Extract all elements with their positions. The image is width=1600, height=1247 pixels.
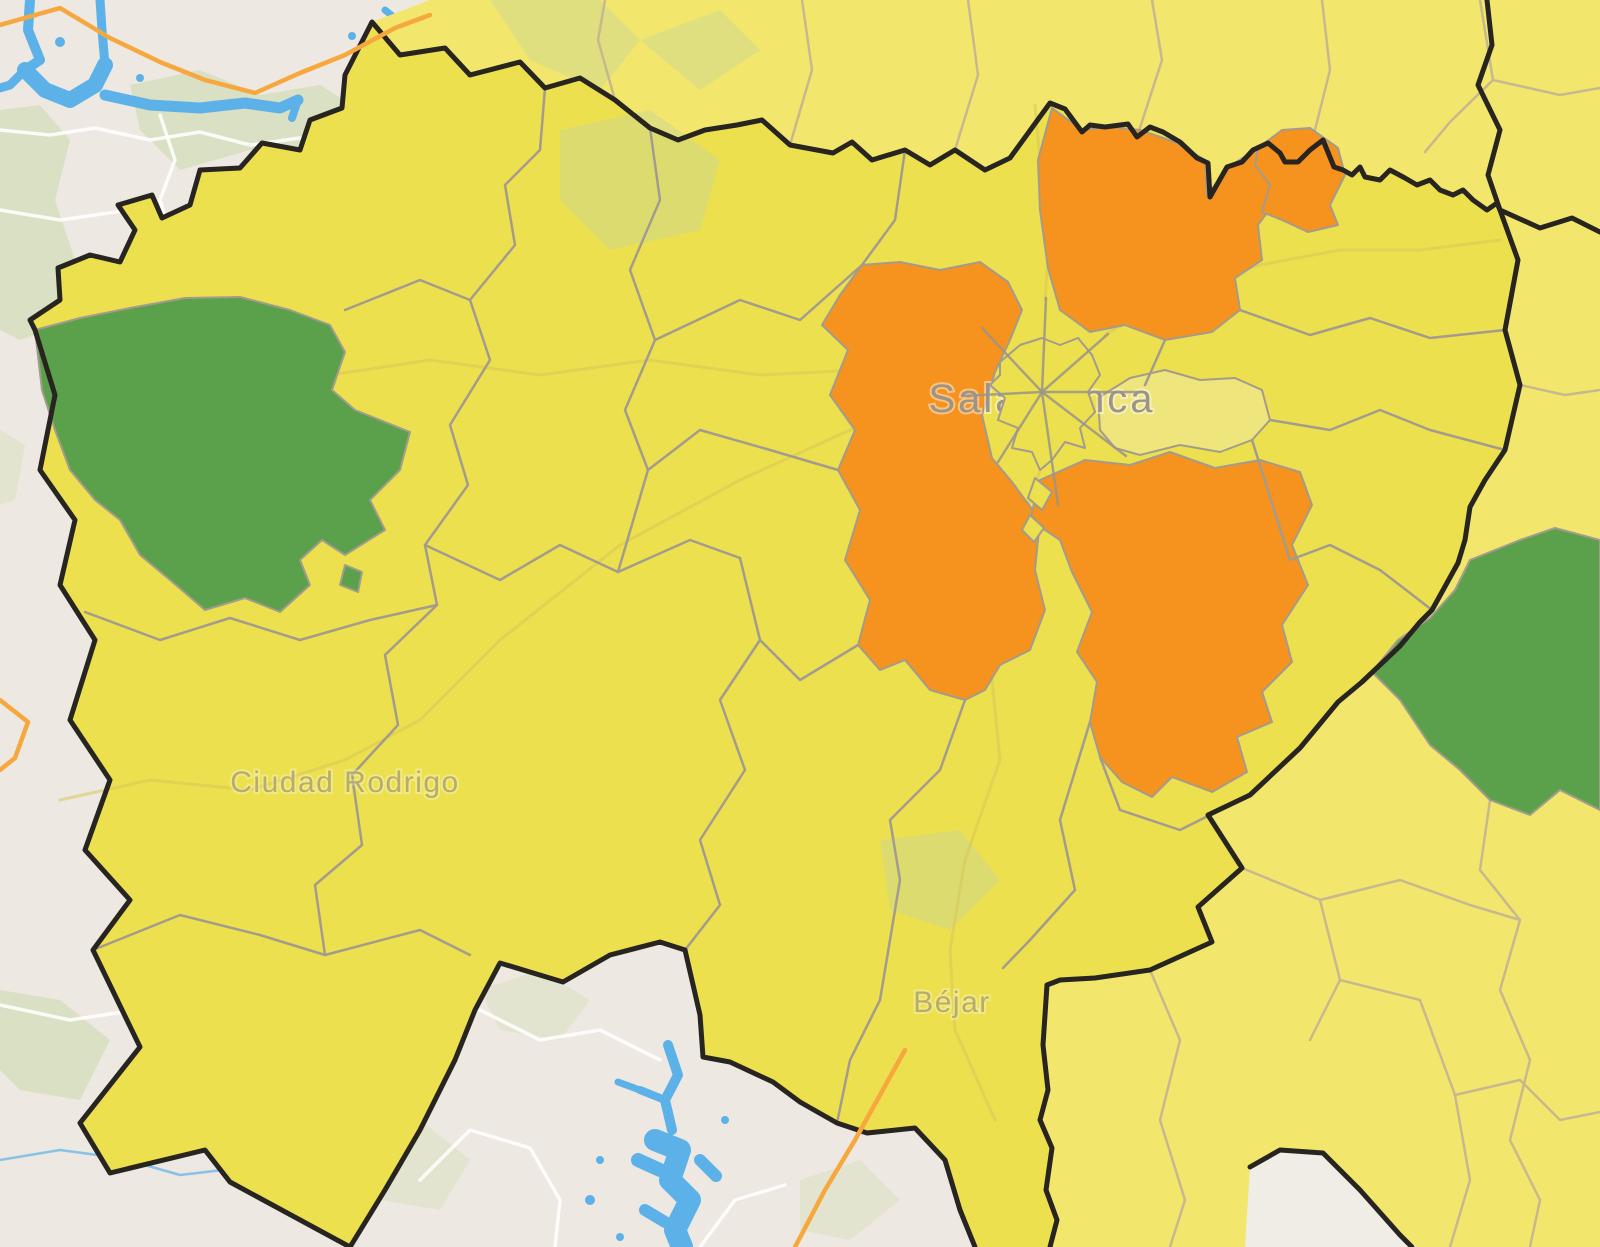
terrain-through-overlay-north [490,0,760,90]
neighbor-zone-borders [596,0,1600,1247]
water-features [0,0,890,1247]
neighbor-province-border-southeast [1247,1147,1415,1247]
zone-neighbor-north[interactable] [372,0,1600,232]
label-bejar: Béjar [913,986,991,1019]
zone-salamanca-city[interactable] [989,337,1101,543]
zone-orange-west-metro[interactable] [821,261,1046,701]
label-ciudad-rodrigo: Ciudad Rodrigo [230,766,459,799]
roads-orange [0,5,908,1247]
province-border [27,19,1523,1247]
zone-orange-southeast[interactable] [1029,451,1313,798]
uncolored-wedge-southeast [1245,1150,1417,1247]
province-zone-borders [83,86,1507,1125]
reservoir-northwest [0,0,304,122]
city-road-spokes [960,296,1144,507]
zone-neighbor-east[interactable] [1040,210,1600,1247]
zone-orange-northeast[interactable] [1037,107,1288,341]
neighbor-province-border-northeast [1475,0,1600,235]
zone-west-green[interactable] [34,296,411,613]
terrain-through-overlay-province [560,110,1000,930]
reservoir-south [585,1040,729,1247]
